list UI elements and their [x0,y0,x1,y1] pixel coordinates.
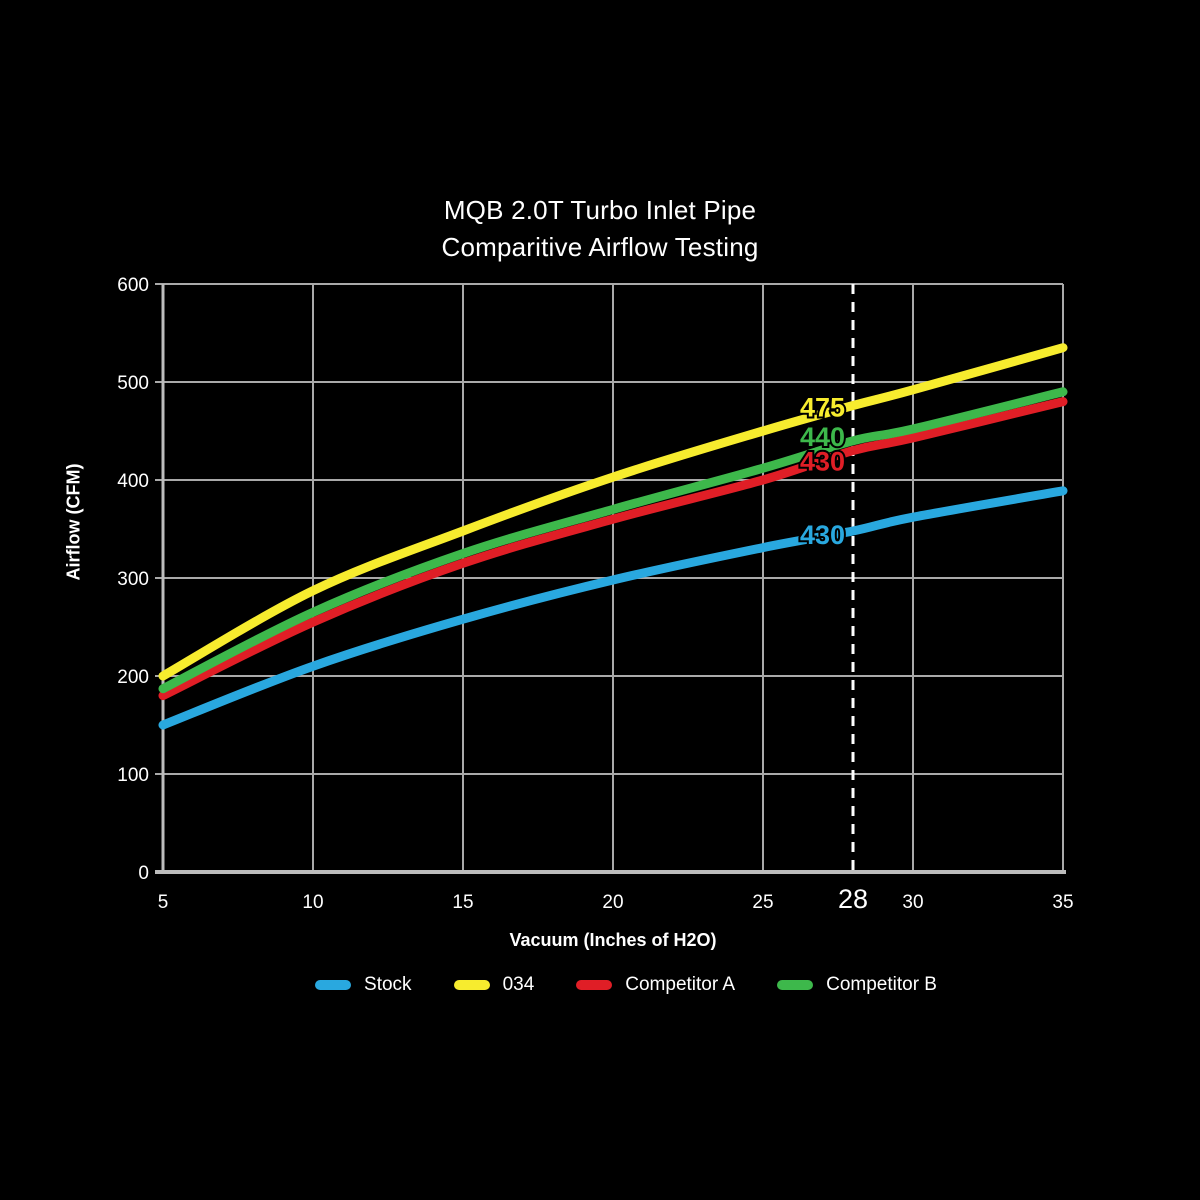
annotation-label-competitor-a: 430 [800,447,845,477]
legend-item-034: 034 [453,974,535,996]
chart-title-line2: Comparitive Airflow Testing [441,232,759,262]
series-line-competitor-b [158,387,1068,694]
x-axis-tick-label: 20 [602,892,623,913]
x-axis-title: Vacuum (Inches of H2O) [509,930,717,950]
x-axis-tick-label: 15 [452,892,473,913]
x-axis-tick-label: 30 [902,892,923,913]
x-axis-tick-label: 25 [752,892,773,913]
legend-label: Competitor A [625,974,736,995]
series-line-stock [158,486,1068,730]
legend-item-stock: Stock [315,974,412,996]
annotation-label-stock: 430 [800,520,845,550]
annotation-label-034: 475 [800,393,845,423]
legend-item-competitor-a: Competitor A [576,974,735,996]
legend-label: Stock [364,974,412,995]
series-line-competitor-a [158,397,1068,701]
y-axis-tick-label: 400 [117,471,149,492]
y-axis-tick-label: 0 [138,863,149,884]
x-axis-tick-label-highlight: 28 [838,884,868,914]
legend-swatch-competitor-b [777,980,814,990]
legend-swatch-stock [315,980,352,990]
legend-item-competitor-b: Competitor B [777,974,937,996]
legend-label: 034 [502,974,535,995]
y-axis-tick-label: 300 [117,569,149,590]
y-axis-tick-label: 200 [117,667,149,688]
x-axis-tick-label: 10 [302,892,323,913]
y-axis-tick-label: 500 [117,373,149,394]
x-axis-tick-label: 35 [1052,892,1073,913]
legend: Stock 034 Competitor A Competitor B [26,974,1200,996]
y-axis-tick-label: 100 [117,765,149,786]
series-line-034 [158,343,1068,681]
annotation-label-competitor-b: 440 [800,422,845,452]
y-axis-tick-label: 600 [117,275,149,296]
legend-label: Competitor B [826,974,937,995]
chart-title-line1: MQB 2.0T Turbo Inlet Pipe [443,195,757,225]
chart-title: MQB 2.0T Turbo Inlet Pipe Comparitive Ai… [0,192,1200,266]
legend-swatch-034 [453,980,490,990]
x-axis-tick-label: 5 [158,892,169,913]
legend-swatch-competitor-a [576,980,613,990]
